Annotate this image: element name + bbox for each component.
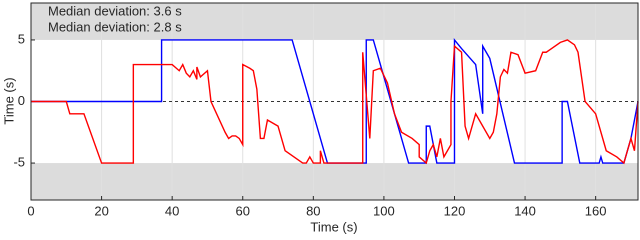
shaded-band — [31, 163, 638, 200]
y-tick-label: -5 — [13, 155, 25, 170]
y-tick-label: 0 — [18, 93, 25, 108]
shaded-band — [31, 3, 638, 40]
x-tick-label: 160 — [585, 203, 607, 218]
series-line — [31, 39, 639, 165]
legend-label: Median deviation: 2.8 s — [48, 19, 182, 34]
x-tick-label: 140 — [514, 203, 536, 218]
plot-frame — [30, 2, 639, 201]
y-axis-label: Time (s) — [1, 77, 16, 124]
x-tick-label: 20 — [94, 203, 108, 218]
y-tick-label: 5 — [18, 31, 25, 46]
x-tick-label: 60 — [236, 203, 250, 218]
x-tick-label: 0 — [27, 203, 34, 218]
x-axis-label: Time (s) — [310, 219, 357, 234]
legend-label: Median deviation: 3.6 s — [48, 3, 182, 18]
x-tick-label: 40 — [165, 203, 179, 218]
x-tick-label: 80 — [306, 203, 320, 218]
x-tick-label: 100 — [373, 203, 395, 218]
series-line — [31, 37, 639, 164]
x-tick-label: 120 — [444, 203, 466, 218]
